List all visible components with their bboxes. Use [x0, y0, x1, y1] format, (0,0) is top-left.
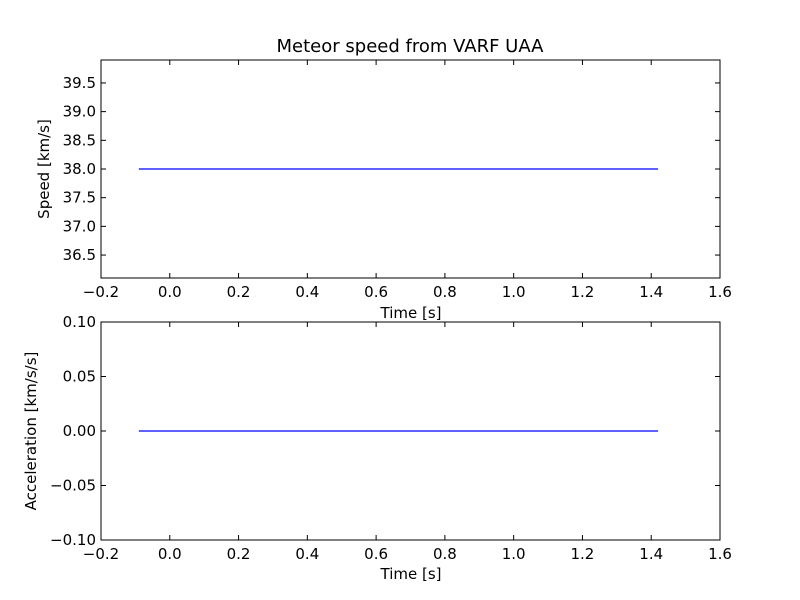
acceleration-y-tick-label: 0.00	[63, 422, 96, 440]
speed-panel: Meteor speed from VARF UAA Time [s] Spee…	[35, 36, 732, 322]
speed-y-tick-label: 36.5	[63, 246, 96, 264]
speed-x-tick-label: 0.2	[227, 283, 251, 301]
acceleration-y-tick-label: −0.10	[50, 531, 96, 549]
acceleration-x-tick-label: 0.4	[295, 545, 319, 563]
acceleration-x-tick-label: 0.8	[433, 545, 457, 563]
acceleration-panel: Time [s] Acceleration [km/s/s] −0.2 0.0 0.…	[22, 313, 732, 583]
speed-chart-title: Meteor speed from VARF UAA	[277, 36, 545, 57]
acceleration-x-tick-label: −0.2	[83, 545, 119, 563]
speed-x-tick-label: 1.6	[708, 283, 732, 301]
speed-y-tick-label: 39.5	[63, 74, 96, 92]
acceleration-y-tick-label: 0.05	[63, 368, 96, 386]
acceleration-y-tick-label: −0.05	[50, 477, 96, 495]
speed-y-tick-label: 38.5	[63, 131, 96, 149]
acceleration-x-tick-label: 1.6	[708, 545, 732, 563]
speed-y-tick-label: 39.0	[63, 103, 96, 121]
speed-x-axis-label: Time [s]	[380, 304, 442, 322]
speed-x-tick-label: 1.4	[639, 283, 663, 301]
acceleration-x-tick-label: 1.0	[502, 545, 526, 563]
acceleration-y-axis-label: Acceleration [km/s/s]	[22, 352, 40, 511]
speed-x-tick-label: 1.2	[571, 283, 595, 301]
acceleration-x-tick-label: 1.2	[571, 545, 595, 563]
speed-x-tick-label: 1.0	[502, 283, 526, 301]
acceleration-x-axis-label: Time [s]	[380, 565, 442, 583]
speed-x-tick-label: 0.4	[295, 283, 319, 301]
acceleration-x-tick-label: 0.6	[364, 545, 388, 563]
acceleration-x-tick-label: 1.4	[639, 545, 663, 563]
speed-y-tick-label: 37.0	[63, 217, 96, 235]
speed-x-tick-label: 0.8	[433, 283, 457, 301]
speed-x-tick-label: 0.6	[364, 283, 388, 301]
acceleration-x-tick-label: 0.0	[158, 545, 182, 563]
speed-y-tick-label: 38.0	[63, 160, 96, 178]
speed-x-tick-label: 0.0	[158, 283, 182, 301]
speed-y-axis-label: Speed [km/s]	[35, 119, 53, 219]
speed-x-tick-label: −0.2	[83, 283, 119, 301]
acceleration-x-tick-label: 0.2	[227, 545, 251, 563]
speed-y-tick-label: 37.5	[63, 189, 96, 207]
acceleration-y-tick-label: 0.10	[63, 313, 96, 331]
